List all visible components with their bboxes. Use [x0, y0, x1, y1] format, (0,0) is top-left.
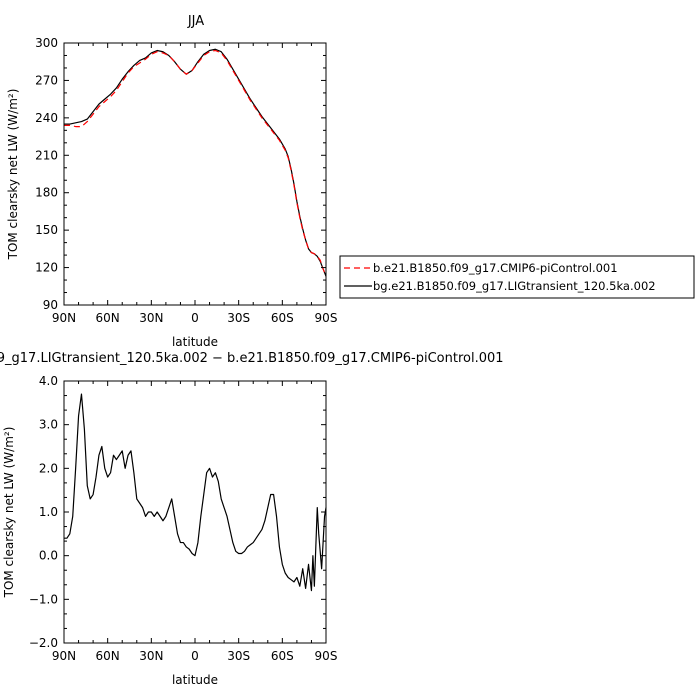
top-y-tick-label: 90	[43, 298, 58, 312]
legend: b.e21.B1850.f09_g17.CMIP6-piControl.001 …	[339, 255, 695, 299]
bottom-x-tick-label: 30S	[227, 649, 250, 663]
bottom-y-tick-label: 4.0	[39, 374, 58, 388]
legend-label-series-1: b.e21.B1850.f09_g17.CMIP6-piControl.001	[373, 261, 618, 275]
top-y-axis-label: TOM clearsky net LW (W/m²)	[6, 89, 20, 261]
top-y-tick-label: 240	[35, 111, 58, 125]
top-x-tick-label: 30N	[139, 311, 163, 325]
bottom-y-tick-label: 0.0	[39, 549, 58, 563]
bottom-x-axis-label: latitude	[172, 673, 218, 687]
bottom-x-tick-label: 60S	[271, 649, 294, 663]
bottom-x-tick-label: 90S	[315, 649, 338, 663]
top-y-tick-label: 180	[35, 186, 58, 200]
legend-label-series-2: bg.e21.B1850.f09_g17.LIGtransient_120.5k…	[373, 279, 656, 293]
top-y-tick-label: 270	[35, 73, 58, 87]
top-plot-frame	[63, 42, 327, 306]
bottom-chart-title: bg.e21.B1850.f09_g17.LIGtransient_120.5k…	[0, 351, 504, 366]
bottom-axes: 90N 60N 30N 0 30S 60S 90S −2.0 −1.0 0.0 1.0 2.0 3.0 4…	[29, 374, 338, 663]
bottom-y-tick-label: −1.0	[29, 592, 58, 606]
top-x-tick-label: 90N	[52, 311, 76, 325]
top-axes: 90N 60N 30N 0 30S 60S 90S 90 120 150 180 210 240 270 3…	[35, 36, 337, 325]
bottom-x-tick-label: 0	[191, 649, 199, 663]
bottom-x-tick-label: 30N	[139, 649, 163, 663]
bottom-y-tick-label: 3.0	[39, 418, 58, 432]
top-y-tick-label: 210	[35, 148, 58, 162]
bottom-plot-frame	[63, 380, 327, 644]
bottom-series-line-1	[64, 393, 327, 592]
top-panel: JJA 90N 60N 30N 0 30S 60S 90S 90 120 150 180 210 240…	[6, 14, 695, 349]
top-x-tick-label: 60N	[96, 311, 120, 325]
bottom-panel: bg.e21.B1850.f09_g17.LIGtransient_120.5k…	[0, 351, 504, 687]
top-x-tick-label: 90S	[315, 311, 338, 325]
top-y-tick-label: 150	[35, 223, 58, 237]
bottom-series-lines	[64, 393, 327, 592]
top-x-tick-label: 30S	[227, 311, 250, 325]
bottom-y-tick-label: −2.0	[29, 636, 58, 650]
legend-box	[339, 255, 695, 299]
bottom-y-tick-label: 2.0	[39, 461, 58, 475]
top-series-line-1	[64, 49, 327, 277]
top-y-tick-label: 120	[35, 261, 58, 275]
top-series-line-2	[64, 48, 327, 277]
top-chart-title: JJA	[187, 14, 204, 29]
top-series-lines	[64, 48, 327, 277]
bottom-y-tick-label: 1.0	[39, 505, 58, 519]
bottom-x-tick-label: 90N	[52, 649, 76, 663]
top-x-tick-label: 60S	[271, 311, 294, 325]
top-y-tick-label: 300	[35, 36, 58, 50]
top-x-tick-label: 0	[191, 311, 199, 325]
top-x-axis-label: latitude	[172, 335, 218, 349]
bottom-x-tick-label: 60N	[96, 649, 120, 663]
bottom-y-axis-label: TOM clearsky net LW (W/m²)	[2, 427, 16, 599]
